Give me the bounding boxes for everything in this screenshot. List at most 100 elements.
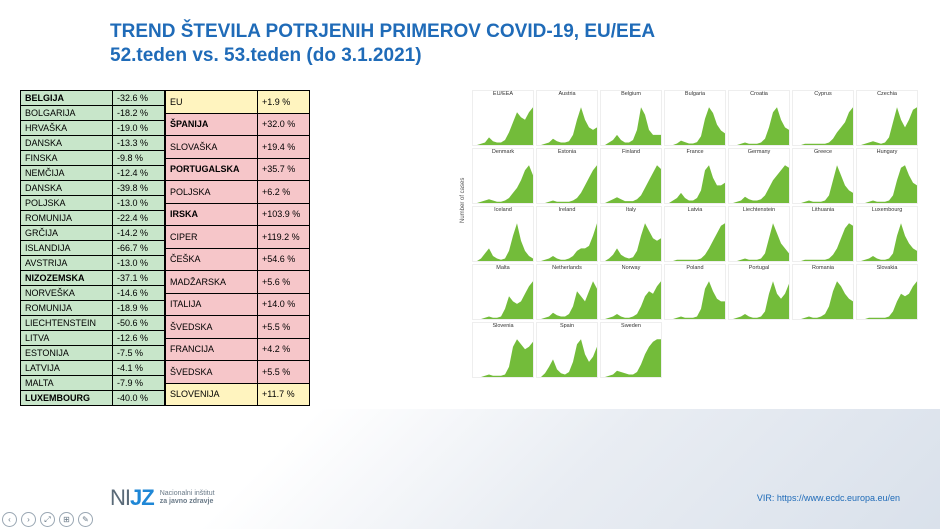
table-row: ŠVEDSKA+5.5 % bbox=[166, 361, 310, 384]
logo-pre: NI bbox=[110, 485, 130, 510]
toolbar-button-1[interactable]: › bbox=[21, 512, 36, 527]
value-cell: -14.6 % bbox=[113, 286, 165, 301]
mini-chart-label: Liechtenstein bbox=[731, 208, 787, 214]
value-cell: -18.9 % bbox=[113, 301, 165, 316]
table-row: ČEŠKA+54.6 % bbox=[166, 248, 310, 271]
table-row: GRČIJA-14.2 % bbox=[21, 226, 165, 241]
mini-chart: Cyprus bbox=[792, 90, 854, 146]
value-cell: +54.6 % bbox=[258, 248, 310, 271]
mini-chart-label: Bulgaria bbox=[667, 92, 723, 98]
title-line2: 52.teden vs. 53.teden (do 3.1.2021) bbox=[110, 44, 900, 68]
table-row: EU+1.9 % bbox=[166, 91, 310, 114]
table-decreasing: BELGIJA-32.6 %BOLGARIJA-18.2 %HRVAŠKA-19… bbox=[20, 90, 165, 406]
source-citation: VIR: https://www.ecdc.europa.eu/en bbox=[757, 493, 900, 503]
mini-chart: Slovenia bbox=[472, 322, 534, 378]
mini-chart-label: Estonia bbox=[539, 150, 595, 156]
mini-chart-label: Slovakia bbox=[859, 266, 915, 272]
table-row: BELGIJA-32.6 % bbox=[21, 91, 165, 106]
table-row: NIZOZEMSKA-37.1 % bbox=[21, 271, 165, 286]
country-cell: MADŽARSKA bbox=[166, 271, 258, 294]
value-cell: -50.6 % bbox=[113, 316, 165, 331]
viewer-toolbar: ‹ › ⤢ ⊞ ✎ bbox=[2, 512, 93, 527]
country-cell: ŠPANIJA bbox=[166, 113, 258, 136]
value-cell: -39.8 % bbox=[113, 181, 165, 196]
charts-grid: EU/EEAAustriaBelgiumBulgariaCroatiaCypru… bbox=[470, 88, 920, 380]
logo-accent: JZ bbox=[130, 485, 154, 510]
mini-chart-label: Romania bbox=[795, 266, 851, 272]
mini-chart-label: Croatia bbox=[731, 92, 787, 98]
country-cell: AVSTRIJA bbox=[21, 256, 113, 271]
mini-chart-label: Ireland bbox=[539, 208, 595, 214]
value-cell: -40.0 % bbox=[113, 391, 165, 406]
mini-chart: Croatia bbox=[728, 90, 790, 146]
mini-chart: Slovakia bbox=[856, 264, 918, 320]
mini-chart-label: Portugal bbox=[731, 266, 787, 272]
country-cell: ESTONIJA bbox=[21, 346, 113, 361]
charts-ylabel: Number of cases bbox=[460, 178, 466, 223]
mini-chart: Greece bbox=[792, 148, 854, 204]
mini-chart: Bulgaria bbox=[664, 90, 726, 146]
mini-chart: Portugal bbox=[728, 264, 790, 320]
mini-chart: Romania bbox=[792, 264, 854, 320]
toolbar-button-4[interactable]: ✎ bbox=[78, 512, 93, 527]
mini-chart-label: Denmark bbox=[475, 150, 531, 156]
mini-chart: Liechtenstein bbox=[728, 206, 790, 262]
mini-chart: France bbox=[664, 148, 726, 204]
mini-chart: Netherlands bbox=[536, 264, 598, 320]
value-cell: +5.5 % bbox=[258, 316, 310, 339]
country-cell: SLOVENIJA bbox=[166, 383, 258, 406]
toolbar-button-0[interactable]: ‹ bbox=[2, 512, 17, 527]
country-cell: LIECHTENSTEIN bbox=[21, 316, 113, 331]
mini-chart: Czechia bbox=[856, 90, 918, 146]
table-row: HRVAŠKA-19.0 % bbox=[21, 121, 165, 136]
country-cell: ČEŠKA bbox=[166, 248, 258, 271]
mini-chart: Iceland bbox=[472, 206, 534, 262]
mini-chart-label: Sweden bbox=[603, 324, 659, 330]
table-row: ŠPANIJA+32.0 % bbox=[166, 113, 310, 136]
logo-text: Nacionalni inštitut za javno zdravje bbox=[160, 490, 215, 505]
value-cell: -18.2 % bbox=[113, 106, 165, 121]
nijz-logo: NIJZ Nacionalni inštitut za javno zdravj… bbox=[110, 485, 215, 511]
table-row: LITVA-12.6 % bbox=[21, 331, 165, 346]
country-cell: ISLANDIJA bbox=[21, 241, 113, 256]
toolbar-button-3[interactable]: ⊞ bbox=[59, 512, 74, 527]
mini-chart: Sweden bbox=[600, 322, 662, 378]
value-cell: -22.4 % bbox=[113, 211, 165, 226]
mini-chart: Germany bbox=[728, 148, 790, 204]
mini-chart-label: Iceland bbox=[475, 208, 531, 214]
value-cell: -37.1 % bbox=[113, 271, 165, 286]
table-row: MALTA-7.9 % bbox=[21, 376, 165, 391]
value-cell: +103.9 % bbox=[258, 203, 310, 226]
table-row: NORVEŠKA-14.6 % bbox=[21, 286, 165, 301]
table-row: ŠVEDSKA+5.5 % bbox=[166, 316, 310, 339]
footer: NIJZ Nacionalni inštitut za javno zdravj… bbox=[110, 485, 900, 511]
table-row: CIPER+119.2 % bbox=[166, 226, 310, 249]
table-row: FINSKA-9.8 % bbox=[21, 151, 165, 166]
table-row: IRSKA+103.9 % bbox=[166, 203, 310, 226]
small-multiples-panel: Number of cases EU/EEAAustriaBelgiumBulg… bbox=[470, 88, 920, 398]
mini-chart-label: Luxembourg bbox=[859, 208, 915, 214]
table-row: MADŽARSKA+5.6 % bbox=[166, 271, 310, 294]
country-cell: ŠVEDSKA bbox=[166, 361, 258, 384]
toolbar-button-2[interactable]: ⤢ bbox=[40, 512, 55, 527]
mini-chart-label: Hungary bbox=[859, 150, 915, 156]
table-row: BOLGARIJA-18.2 % bbox=[21, 106, 165, 121]
mini-chart-label: Finland bbox=[603, 150, 659, 156]
country-cell: SLOVAŠKA bbox=[166, 136, 258, 159]
value-cell: -66.7 % bbox=[113, 241, 165, 256]
mini-chart-label: Greece bbox=[795, 150, 851, 156]
country-cell: PORTUGALSKA bbox=[166, 158, 258, 181]
mini-chart-label: Italy bbox=[603, 208, 659, 214]
value-cell: -13.3 % bbox=[113, 136, 165, 151]
mini-chart: Latvia bbox=[664, 206, 726, 262]
mini-chart: Finland bbox=[600, 148, 662, 204]
value-cell: -13.0 % bbox=[113, 196, 165, 211]
value-cell: -32.6 % bbox=[113, 91, 165, 106]
logo-text1: Nacionalni inštitut bbox=[160, 490, 215, 497]
value-cell: -19.0 % bbox=[113, 121, 165, 136]
table-row: AVSTRIJA-13.0 % bbox=[21, 256, 165, 271]
mini-chart: Spain bbox=[536, 322, 598, 378]
value-cell: -13.0 % bbox=[113, 256, 165, 271]
value-cell: +5.5 % bbox=[258, 361, 310, 384]
mini-chart: Ireland bbox=[536, 206, 598, 262]
